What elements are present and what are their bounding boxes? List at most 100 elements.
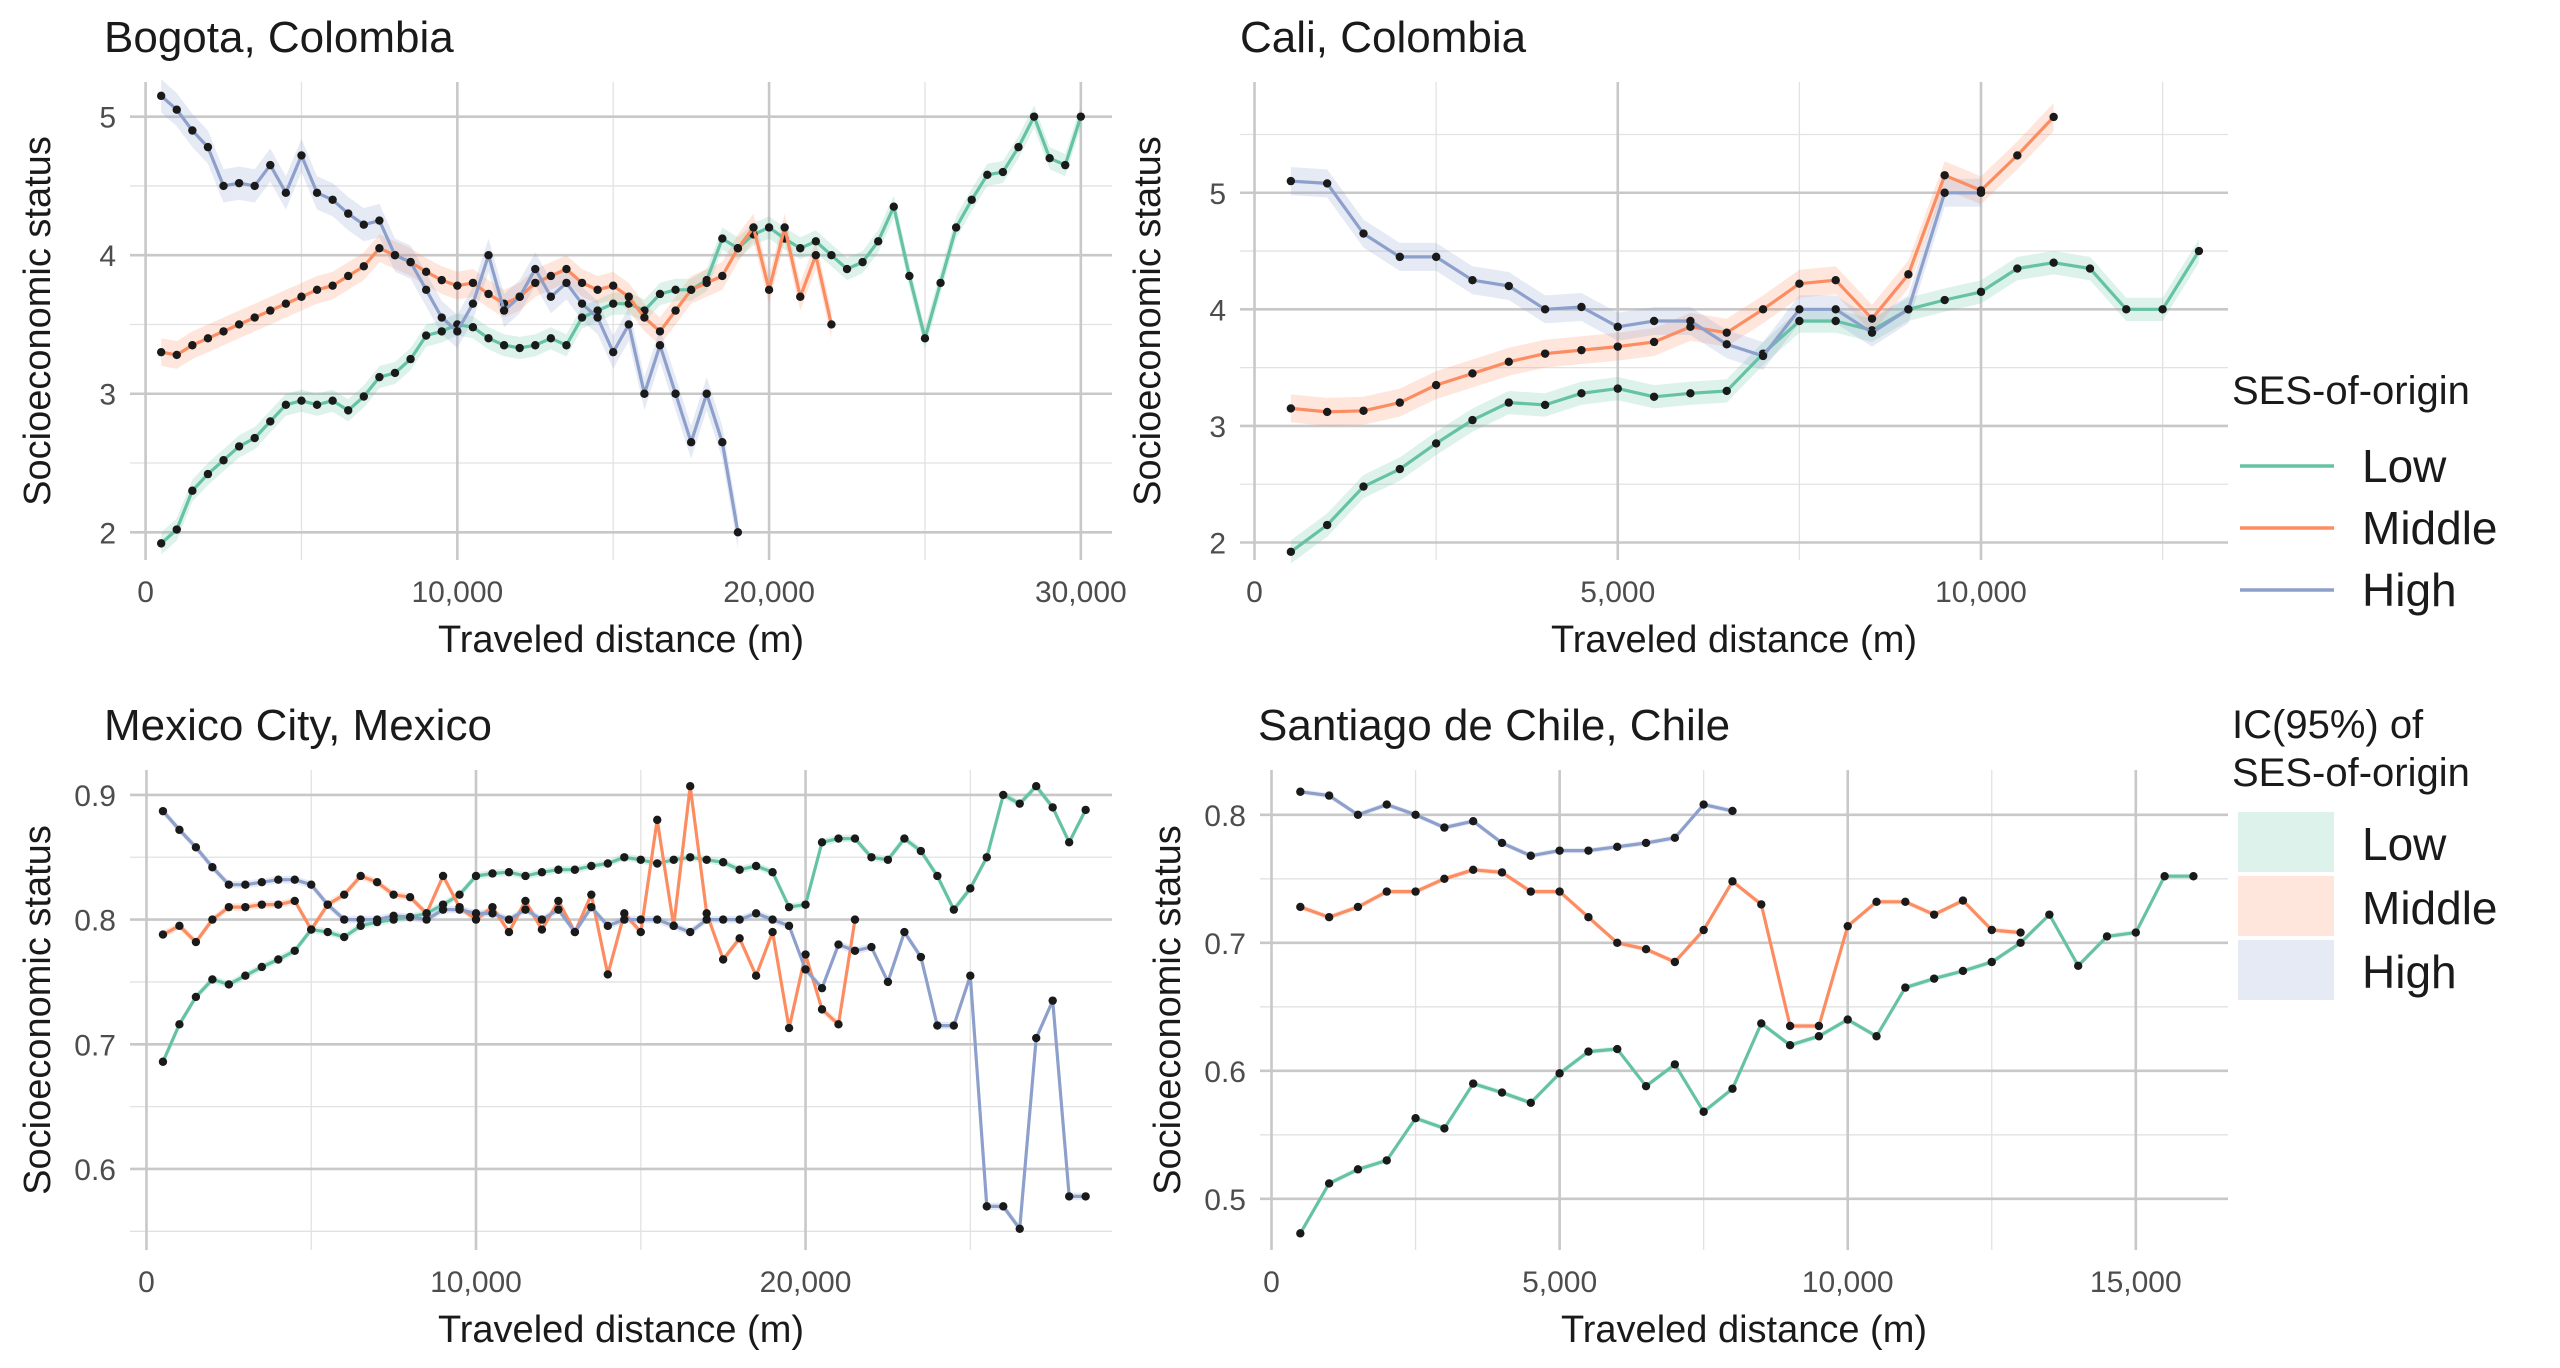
series-line-high xyxy=(161,810,1086,1231)
data-point-middle xyxy=(1540,349,1550,358)
data-point-low xyxy=(801,900,810,909)
data-point-middle xyxy=(1411,887,1420,896)
data-point-low xyxy=(2049,258,2058,267)
data-point-low xyxy=(1382,1156,1391,1165)
data-point-low xyxy=(1032,782,1041,791)
data-point-high xyxy=(609,347,618,357)
data-point-low xyxy=(1081,805,1090,815)
data-point-low xyxy=(208,975,217,984)
data-point-low xyxy=(2189,872,2198,881)
data-point-low xyxy=(603,859,613,868)
data-point-low xyxy=(2013,264,2022,273)
series-line-middle xyxy=(1290,115,2055,414)
data-point-low xyxy=(817,838,827,847)
data-point-middle xyxy=(640,313,649,322)
data-point-low xyxy=(653,859,662,868)
data-point-high xyxy=(949,1021,959,1030)
data-point-high xyxy=(405,912,415,922)
x-tick-label: 20,000 xyxy=(723,576,815,609)
data-point-middle xyxy=(471,915,481,924)
data-point-high xyxy=(669,921,678,931)
data-point-high xyxy=(515,292,524,301)
data-point-middle xyxy=(1699,925,1708,935)
data-point-middle xyxy=(1468,369,1477,378)
y-tick-label: 0.7 xyxy=(1204,928,1246,961)
data-point-high xyxy=(620,915,629,924)
data-point-low xyxy=(484,334,493,343)
data-point-middle xyxy=(1722,328,1731,337)
data-point-middle xyxy=(156,347,166,357)
data-point-middle xyxy=(653,815,662,825)
panel-title: Bogota, Colombia xyxy=(104,13,454,62)
data-point-high xyxy=(1795,305,1804,314)
data-point-middle xyxy=(1872,897,1881,907)
data-point-low xyxy=(1431,439,1441,448)
data-point-low xyxy=(1872,1032,1881,1041)
data-point-middle xyxy=(372,878,382,887)
data-point-middle xyxy=(718,955,728,964)
panel-title: Santiago de Chile, Chile xyxy=(1258,701,1730,750)
data-point-low xyxy=(1048,803,1057,812)
data-point-low xyxy=(1641,1081,1651,1091)
data-point-low xyxy=(1359,482,1368,491)
y-tick-label: 0.8 xyxy=(74,905,116,938)
data-point-middle xyxy=(751,971,761,980)
data-point-high xyxy=(982,1202,991,1211)
data-point-middle xyxy=(208,915,217,924)
data-point-low xyxy=(735,865,744,874)
y-tick-label: 2 xyxy=(99,517,116,550)
x-axis-label: Traveled distance (m) xyxy=(438,1309,804,1351)
data-point-high xyxy=(406,257,415,267)
y-tick-label: 4 xyxy=(1209,294,1226,327)
data-point-high xyxy=(733,528,743,537)
data-point-high xyxy=(702,389,711,398)
data-point-middle xyxy=(1831,275,1840,285)
series-line-middle xyxy=(1299,868,2021,1028)
data-point-middle xyxy=(686,782,695,791)
data-point-low xyxy=(290,946,299,955)
data-point-middle xyxy=(488,902,497,912)
data-point-low xyxy=(1795,316,1804,326)
data-point-low xyxy=(850,834,860,843)
data-point-high xyxy=(655,341,665,350)
data-point-low xyxy=(356,921,365,931)
data-point-middle xyxy=(437,275,446,285)
data-point-high xyxy=(1497,838,1507,848)
legend-ci-middle-label: Middle xyxy=(2362,882,2498,934)
data-point-low xyxy=(250,433,259,443)
data-point-low xyxy=(172,525,181,534)
data-point-middle xyxy=(344,271,353,281)
data-point-middle xyxy=(801,950,810,959)
data-point-middle xyxy=(1440,874,1449,883)
data-point-low xyxy=(2102,932,2112,941)
panel-2: 0 5,000 10,000 2 3 4 5 Cali, Colombia Traveled d… xyxy=(1127,13,2228,661)
data-point-middle xyxy=(1322,407,1332,417)
data-point-middle xyxy=(702,909,711,918)
data-point-middle xyxy=(1649,337,1659,347)
data-point-high xyxy=(290,875,299,884)
x-tick-label: 30,000 xyxy=(1035,576,1127,609)
data-point-high xyxy=(421,285,431,295)
data-point-low xyxy=(1324,1179,1334,1188)
data-point-low xyxy=(702,855,711,864)
data-point-low xyxy=(1613,1044,1622,1054)
data-point-low xyxy=(537,868,547,877)
data-point-low xyxy=(873,237,883,246)
data-point-high xyxy=(224,880,234,889)
data-point-middle xyxy=(546,271,556,281)
data-point-low xyxy=(499,341,509,350)
data-point-middle xyxy=(1382,887,1391,896)
y-tick-label: 3 xyxy=(99,379,116,412)
x-tick-label: 10,000 xyxy=(1802,1266,1894,1299)
data-point-low xyxy=(916,846,926,856)
data-point-low xyxy=(587,861,596,871)
data-point-low xyxy=(562,341,571,350)
legend-ci-title-line2: SES-of-origin xyxy=(2232,751,2470,795)
data-point-low xyxy=(1468,415,1477,425)
data-point-high xyxy=(801,965,810,974)
data-point-low xyxy=(889,202,898,211)
data-point-high xyxy=(1048,996,1057,1005)
ci-band-high xyxy=(161,79,738,549)
data-point-low xyxy=(344,406,353,415)
data-point-middle xyxy=(312,285,322,295)
